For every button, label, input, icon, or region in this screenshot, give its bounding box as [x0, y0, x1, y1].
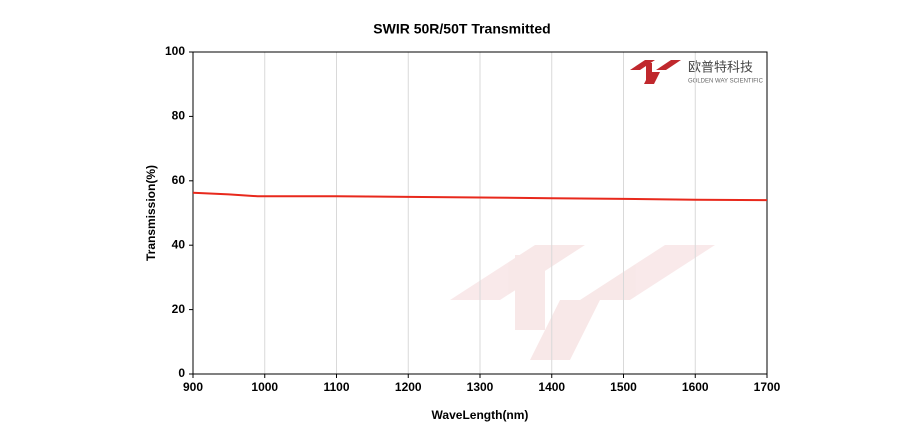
- x-tick-label: 1500: [610, 380, 637, 394]
- y-tick-label: 60: [172, 173, 186, 187]
- x-tick-label: 1400: [538, 380, 565, 394]
- x-tick-label: 1100: [323, 380, 349, 394]
- x-tick-label: 1300: [467, 380, 494, 394]
- chart-title: SWIR 50R/50T Transmitted: [373, 21, 550, 37]
- y-tick-label: 20: [172, 302, 186, 316]
- y-tick-label: 80: [172, 109, 186, 123]
- y-axis-label: Transmission(%): [144, 165, 158, 261]
- y-tick-label: 100: [165, 44, 185, 58]
- data-line: [192, 191, 768, 202]
- x-axis-label: WaveLength(nm): [432, 408, 529, 422]
- y-tick-label: 0: [178, 366, 185, 380]
- x-tick-label: 1600: [682, 380, 709, 394]
- x-tick-label: 1700: [754, 380, 781, 394]
- watermark: [450, 245, 715, 360]
- logo-name: 欧普特科技: [688, 59, 753, 74]
- plot-frame: [192, 51, 768, 375]
- x-tick-label: 1200: [395, 380, 422, 394]
- y-tick-label: 40: [172, 237, 186, 251]
- logo-tagline: GOLDEN WAY SCIENTIFIC: [688, 79, 764, 85]
- logo: 欧普特科技 GOLDEN WAY SCIENTIFIC: [630, 59, 764, 85]
- x-tick-label: 900: [183, 380, 203, 394]
- x-tick-label: 1000: [251, 380, 278, 394]
